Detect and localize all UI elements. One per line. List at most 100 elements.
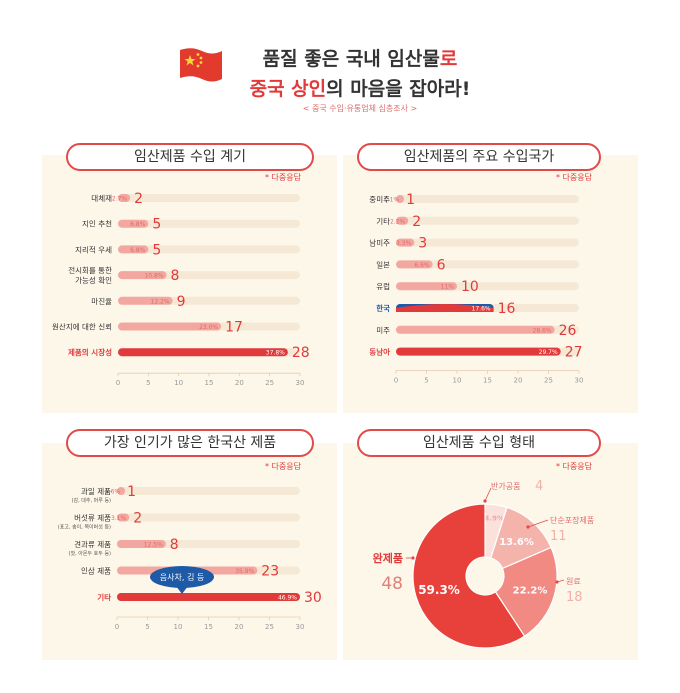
category-label: 제품의 시장성 xyxy=(68,347,112,357)
x-tick-label: 0 xyxy=(115,623,119,630)
x-tick-label: 10 xyxy=(174,623,183,630)
bar-value-label: 2 xyxy=(133,511,142,527)
bar xyxy=(396,347,561,356)
bar xyxy=(396,216,409,225)
bar xyxy=(117,540,166,548)
bar-percent-label: 6.8% xyxy=(130,221,146,228)
bar-track xyxy=(118,219,300,228)
leader-dot xyxy=(483,499,487,503)
x-tick-label: 15 xyxy=(205,379,214,387)
bar xyxy=(396,238,415,247)
bar-percent-label: 10.8% xyxy=(144,273,163,280)
bar-track xyxy=(396,216,579,225)
category-label: 남미주 xyxy=(369,239,390,248)
slice-name-label: 단순포장제품 xyxy=(550,515,594,525)
bar-value-label: 10 xyxy=(461,279,479,295)
leader-dot xyxy=(555,580,559,584)
bar-value-label: 1 xyxy=(127,484,136,500)
leader-line xyxy=(527,519,549,528)
bar-value-label: 9 xyxy=(177,294,186,310)
page-title-line1: 품질 좋은 국내 임산물로 xyxy=(262,48,458,70)
category-label: 원산지에 대한 신뢰 xyxy=(52,322,112,332)
x-tick-label: 25 xyxy=(265,379,274,387)
note-multiple-response: * 다중응답 xyxy=(265,462,301,471)
x-tick-label: 0 xyxy=(116,379,120,387)
pie-slice xyxy=(494,546,558,637)
x-tick-label: 30 xyxy=(296,379,305,387)
x-tick-label: 10 xyxy=(453,377,462,385)
bar-percent-label: 3.1% xyxy=(111,515,127,522)
callout-pointer xyxy=(176,586,188,594)
chart-import-type: 4.9% 13.6% 22.2% 59.3% 반가공품 4 단순포장제품 11 원료 18 완제품 4… xyxy=(373,479,594,649)
bar-percent-label: 12.2% xyxy=(151,298,170,305)
bar-percent-label: 17.6% xyxy=(472,306,491,313)
x-tick-label: 25 xyxy=(544,377,553,385)
bar-value-label: 8 xyxy=(171,268,180,284)
chart-import-reason: 2.7% 2 대체재 6.8% 5 지인 추천 6.8% 5 지리적 우세 10.8% 8 전시회를 … xyxy=(52,191,310,387)
category-label: 미주 xyxy=(376,326,390,335)
category-label: 기타 xyxy=(376,217,390,226)
bar-value-label: 2 xyxy=(134,191,143,207)
slice-name-label: 반가공품 xyxy=(491,482,520,491)
note-multiple-response: * 다중응답 xyxy=(556,462,592,471)
page-subtitle: < 중국 수입·유통업체 심층조사 > xyxy=(302,104,418,113)
bar-value-label: 28 xyxy=(292,345,310,361)
chart-import-country: 1.1% 1 중미주 2.2% 2 기타 3.3% 3 남미주 6.6% 6 일본 11% 10 유럽 17.… xyxy=(369,192,584,385)
bar-percent-label: 12.5% xyxy=(144,542,163,549)
bar-track xyxy=(118,194,300,202)
bar-value-label: 2 xyxy=(412,214,421,230)
bar-value-label: 5 xyxy=(152,242,161,258)
category-label: 과일 제품 xyxy=(81,487,111,496)
slice-percent-label: 13.6% xyxy=(499,537,534,548)
bar-percent-label: 6.6% xyxy=(414,262,430,269)
bar xyxy=(396,282,457,291)
bar xyxy=(118,194,131,202)
leader-dot xyxy=(526,525,530,529)
category-label: 버섯류 제품 xyxy=(74,513,111,523)
bar-value-label: 17 xyxy=(225,320,243,336)
callout-bubble xyxy=(150,566,214,588)
bar xyxy=(118,296,173,305)
bar-value-label: 3 xyxy=(418,236,427,252)
category-label: 마진율 xyxy=(91,296,112,306)
slice-percent-label: 59.3% xyxy=(418,583,460,597)
bar-percent-label: 2.2% xyxy=(390,218,406,225)
slice-value-label: 11 xyxy=(550,529,567,544)
bar-value-label: 26 xyxy=(559,323,577,339)
x-tick-label: 20 xyxy=(235,379,244,387)
bar-percent-label: 3.3% xyxy=(396,240,412,247)
slice-value-label: 18 xyxy=(566,590,583,605)
category-label: 기타 xyxy=(97,592,111,602)
chart-title-popular-product: 가장 인기가 많은 한국산 제품 xyxy=(66,429,314,457)
bar-percent-label: 11% xyxy=(441,284,455,291)
page-title-line2: 중국 상인의 마음을 잡아라! xyxy=(249,78,471,100)
bar-percent-label: 46.9% xyxy=(278,595,297,602)
bar-track xyxy=(117,513,300,522)
x-tick-label: 30 xyxy=(296,623,305,630)
slice-value-label: 4 xyxy=(535,479,543,494)
category-label: 한국 xyxy=(376,303,390,313)
category-label: 지인 추천 xyxy=(82,219,112,229)
chart-popular-product: 1.6% 1 과일 제품(감, 대추, 머루 등) 3.1% 2 버섯류 제품(표고, 송… xyxy=(58,484,322,630)
category-sublabel: (잣, 아몬두 호두 등) xyxy=(69,550,112,557)
category-sublabel: (감, 대추, 머루 등) xyxy=(72,497,111,504)
chart-title-import-reason: 임산제품 수입 계기 xyxy=(66,143,314,171)
x-tick-label: 5 xyxy=(145,623,149,630)
category-label: 견과류 제품 xyxy=(74,539,111,549)
panel-popular-product xyxy=(42,443,337,660)
bar-percent-label: 37.8% xyxy=(266,350,285,357)
x-tick-label: 30 xyxy=(575,377,584,385)
category-label: 중미주 xyxy=(369,195,390,204)
bar-percent-label: 1.6% xyxy=(105,489,121,496)
note-multiple-response: * 다중응답 xyxy=(556,173,592,182)
bar-value-label: 23 xyxy=(261,564,279,580)
bar-percent-label: 23.0% xyxy=(199,324,218,331)
chart-title-import-type: 임산제품 수입 형태 xyxy=(357,429,601,457)
leader-line xyxy=(484,487,492,502)
bar-percent-label: 29.7% xyxy=(539,349,558,356)
x-tick-label: 5 xyxy=(424,377,428,385)
category-label: 전시회를 통한 xyxy=(68,265,112,275)
bar-percent-label: 35.9% xyxy=(235,568,254,575)
bar-track xyxy=(396,195,579,203)
bar-percent-label: 1.1% xyxy=(384,197,400,204)
